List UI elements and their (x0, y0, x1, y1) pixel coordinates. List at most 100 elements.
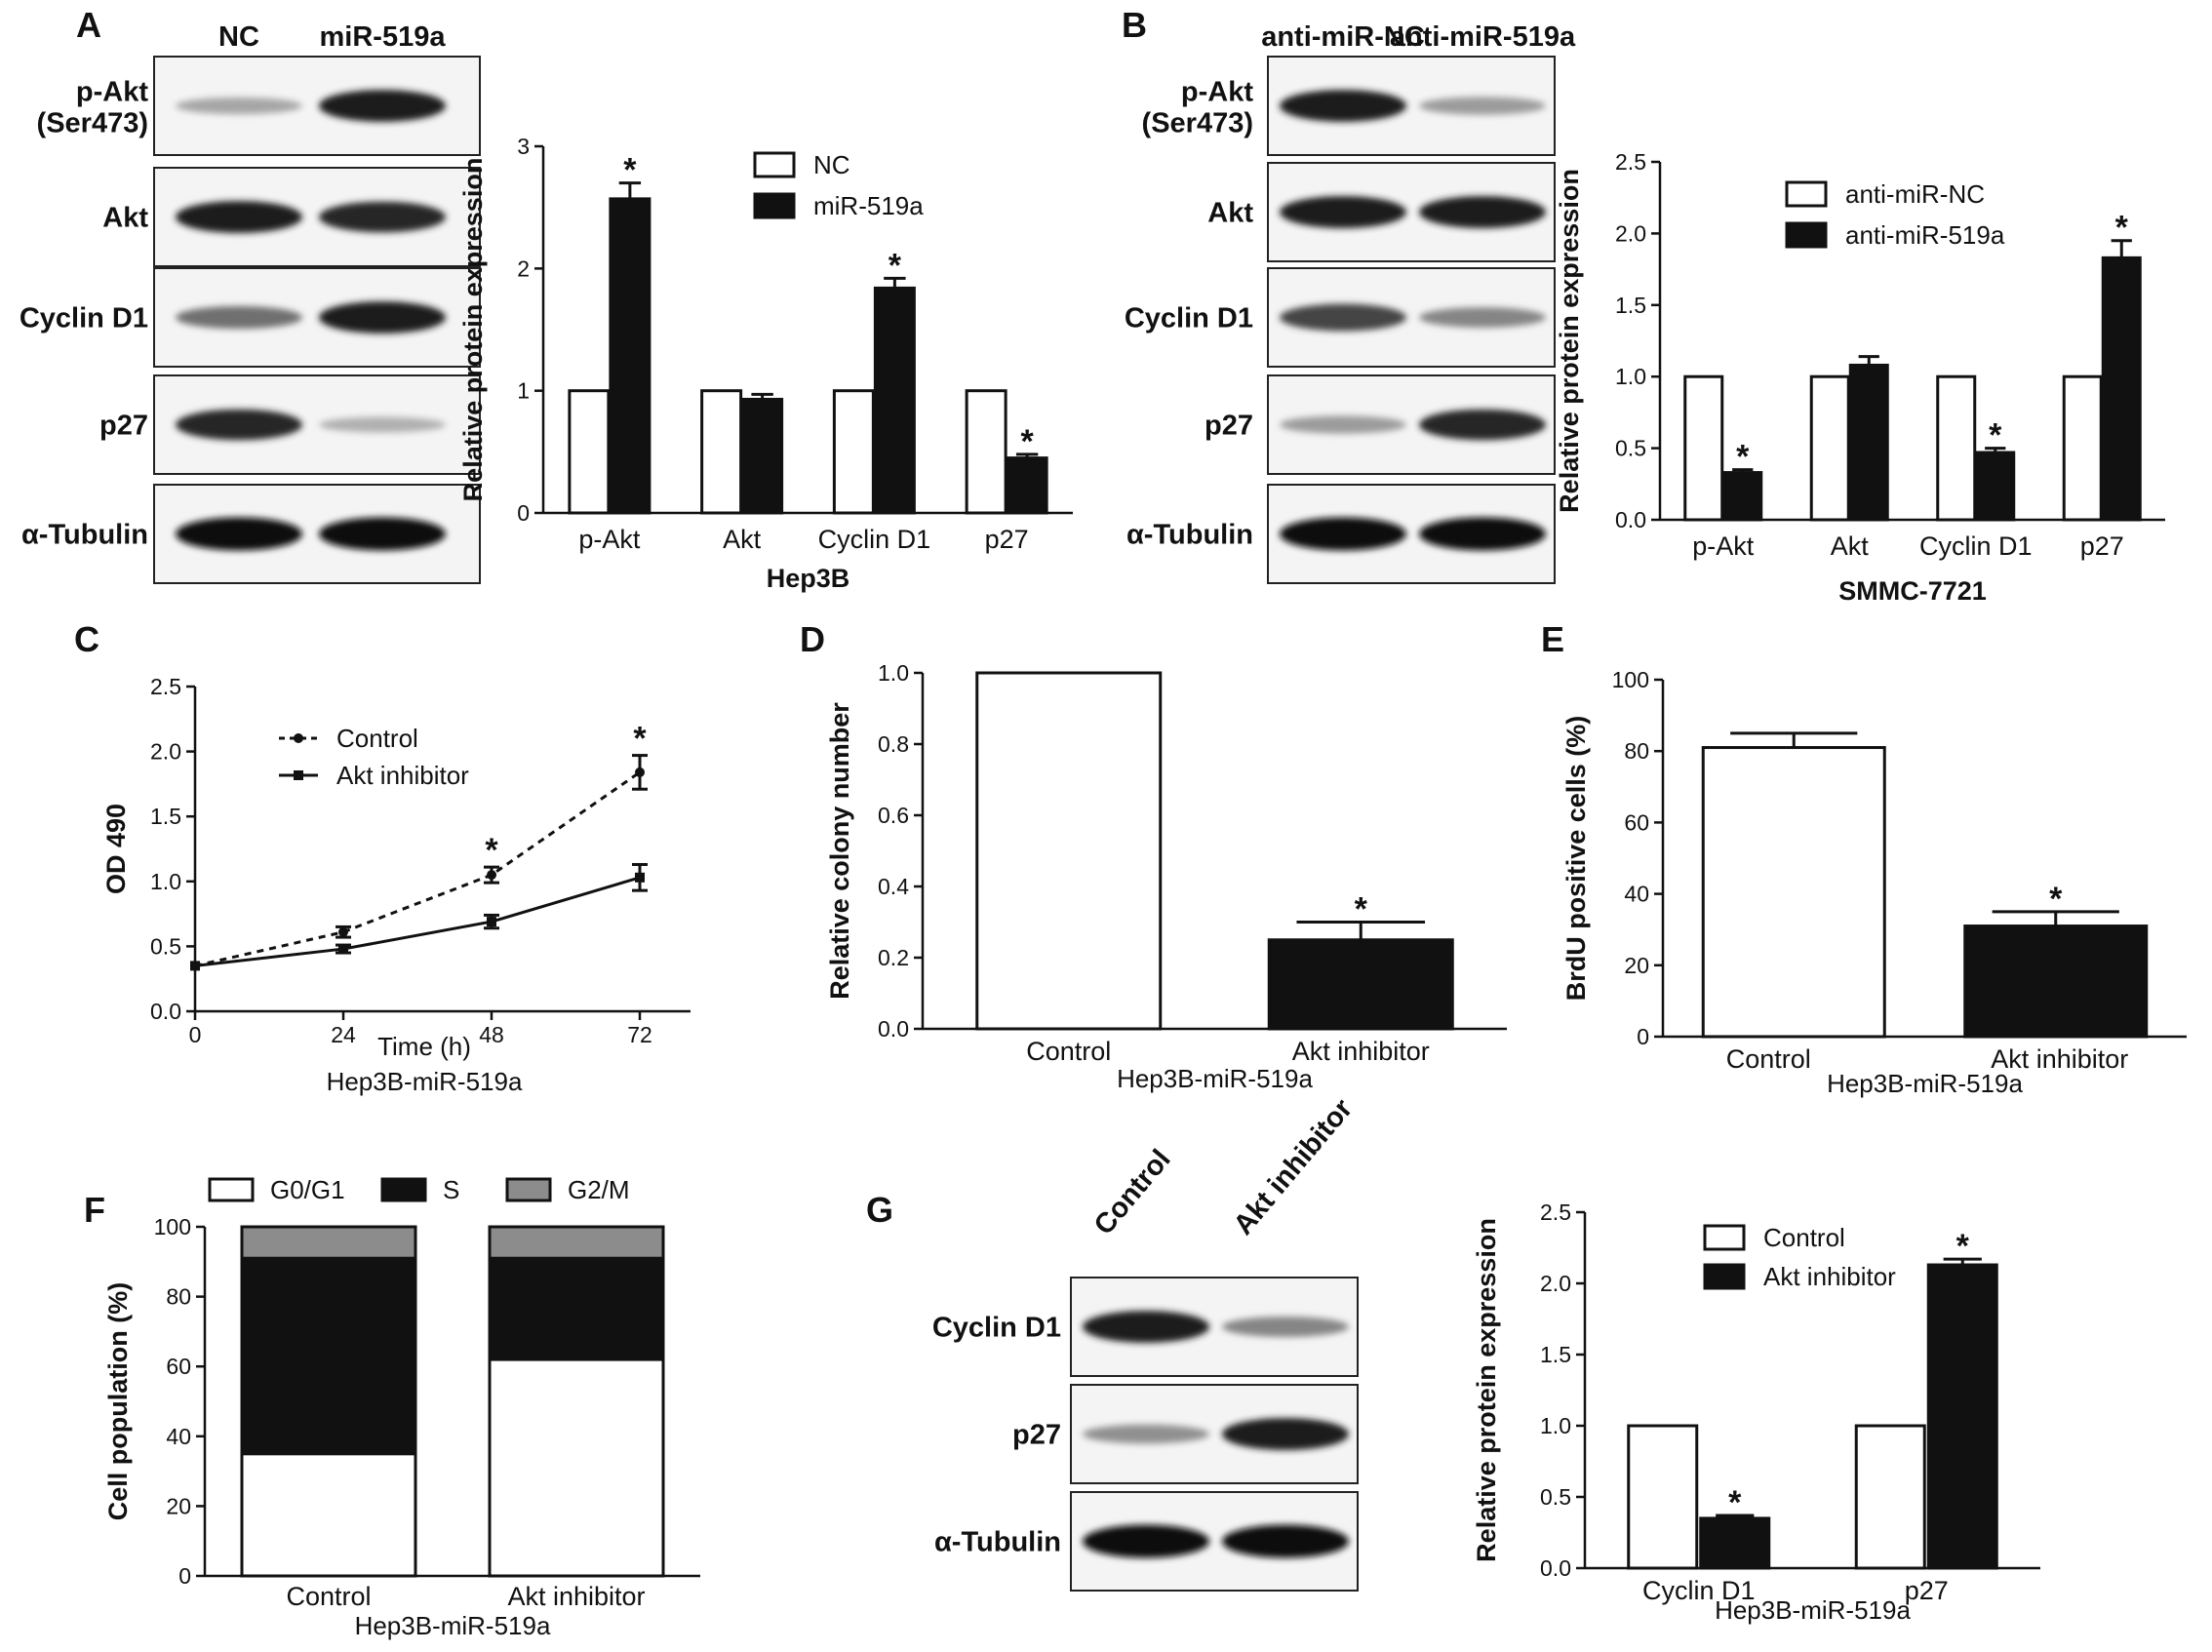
y-tick-label: 0.5 (150, 933, 181, 959)
legend-swatch (1703, 1263, 1746, 1290)
bar (832, 389, 875, 515)
blot-band (1222, 1524, 1349, 1558)
y-tick-label: 2.5 (1615, 149, 1646, 175)
legend-swatch (1703, 1224, 1746, 1251)
blot-row-label: Cyclin D1 (1125, 303, 1253, 334)
stacked-bar-segment (240, 1452, 417, 1578)
legend-label: miR-519a (813, 191, 924, 220)
significance-star: * (485, 832, 498, 869)
bar (1926, 1263, 1998, 1570)
y-axis-title: Relative colony number (825, 702, 854, 1000)
bar-chart-d: 0.0 0.2 0.4 0.6 0.8 1.0 Relative colony number… (825, 660, 1507, 1093)
x-category-label: Cyclin D1 (1642, 1576, 1756, 1605)
legend-marker (294, 770, 303, 780)
x-axis-title: Hep3B-miR-519a (1117, 1064, 1313, 1093)
y-tick-label: 1.0 (1615, 364, 1646, 389)
x-axis-title: Hep3B-miR-519a (355, 1611, 551, 1640)
blot-row-label: p27 (99, 411, 148, 442)
blot-column-label: NC (218, 21, 259, 53)
bar (1722, 471, 1763, 522)
panel-label-e: E (1541, 619, 1564, 659)
blot-column-label: anti-miR-519a (1390, 21, 1576, 53)
western-blot-a: p-Akt (Ser473) Akt Cyclin D1 p27 α-Tubulin NC m… (20, 21, 481, 584)
y-tick-label: 0.5 (1540, 1484, 1571, 1510)
blot-band (176, 517, 302, 551)
x-category-label: p27 (985, 525, 1029, 554)
blot-band (1083, 1424, 1209, 1444)
y-tick-label: 2.0 (1540, 1271, 1571, 1296)
y-tick-label: 1.0 (1540, 1413, 1571, 1438)
y-tick-label: 1.5 (1615, 293, 1646, 318)
y-tick-label: 2.0 (150, 739, 181, 765)
blot-band (176, 97, 302, 115)
stacked-bar-segment (488, 1256, 665, 1361)
y-axis-title: Relative protein expression (1555, 169, 1584, 513)
y-tick-label: 40 (166, 1424, 191, 1449)
y-tick-label: 1.5 (150, 804, 181, 829)
blot-column-label: Akt inhibitor (1228, 1093, 1359, 1240)
y-tick-label: 0.0 (1615, 507, 1646, 532)
bar (741, 397, 784, 515)
x-category-label: Control (286, 1582, 371, 1611)
bar (1854, 1424, 1926, 1570)
stacked-bar-segment (240, 1225, 417, 1260)
legend-swatch (753, 151, 796, 178)
y-tick-label: 1.0 (878, 660, 909, 686)
x-category-label: p-Akt (578, 525, 641, 554)
significance-star: * (1989, 417, 2002, 454)
bar (568, 389, 611, 515)
bar (1975, 451, 2016, 522)
blot-band (1419, 97, 1546, 115)
blot-band (1083, 1311, 1209, 1343)
legend-label: Akt inhibitor (336, 761, 469, 790)
blot-row-label: p-Akt (Ser473) (1142, 77, 1254, 139)
x-category-label: Cyclin D1 (1919, 531, 2033, 561)
x-axis-title: Hep3B-miR-519a (1715, 1595, 1911, 1625)
y-tick-label: 0.0 (150, 999, 181, 1024)
y-tick-label: 60 (166, 1354, 191, 1379)
x-axis-subtitle: Hep3B-miR-519a (327, 1067, 523, 1096)
bar (1006, 456, 1048, 515)
y-tick-label: 60 (1624, 809, 1649, 835)
y-axis-title: OD 490 (101, 804, 131, 894)
blot-row-label: α-Tubulin (21, 520, 148, 551)
bar (1683, 374, 1724, 522)
y-tick-label: 3 (517, 134, 530, 159)
panel-label-f: F (84, 1190, 105, 1230)
significance-star: * (633, 721, 647, 758)
bar-chart-b: 0.0 0.5 1.0 1.5 2.0 2.5 Relative protein expre… (1555, 149, 2165, 606)
bar (965, 389, 1007, 515)
legend-swatch (1785, 180, 1828, 208)
y-axis-title: Relative protein expression (458, 158, 488, 502)
x-category-label: Control (1026, 1037, 1111, 1066)
blot-band (319, 416, 446, 433)
significance-star: * (2049, 881, 2063, 918)
bar (1627, 1424, 1699, 1570)
data-point (338, 944, 348, 955)
data-point (487, 870, 496, 881)
legend-label: Akt inhibitor (1763, 1262, 1896, 1291)
y-tick-label: 1 (517, 378, 530, 404)
bar (700, 389, 743, 515)
x-axis-title: Hep3B (767, 564, 850, 593)
western-blot-g: Cyclin D1 p27 α-Tubulin Control Akt inhibito… (932, 1093, 1359, 1592)
bar (1701, 746, 1886, 1039)
x-tick-label: 72 (627, 1022, 652, 1047)
blot-band (319, 201, 446, 233)
legend-label: anti-miR-519a (1845, 220, 2005, 250)
blot-band (1419, 196, 1546, 228)
legend-swatch (1785, 221, 1828, 249)
panel-label-a: A (76, 5, 101, 45)
bar (1936, 374, 1977, 522)
bar (873, 286, 916, 515)
significance-star: * (1021, 423, 1035, 460)
significance-star: * (1728, 1484, 1742, 1521)
legend-label: Control (1763, 1223, 1845, 1252)
y-tick-label: 0.5 (1615, 436, 1646, 461)
blot-row-label: p-Akt (Ser473) (37, 77, 149, 139)
x-axis-title: Time (h) (377, 1032, 471, 1061)
legend-label: G0/G1 (270, 1175, 345, 1204)
blot-band (1280, 196, 1406, 228)
x-tick-label: 24 (331, 1022, 356, 1047)
y-tick-label: 2.0 (1615, 220, 1646, 246)
